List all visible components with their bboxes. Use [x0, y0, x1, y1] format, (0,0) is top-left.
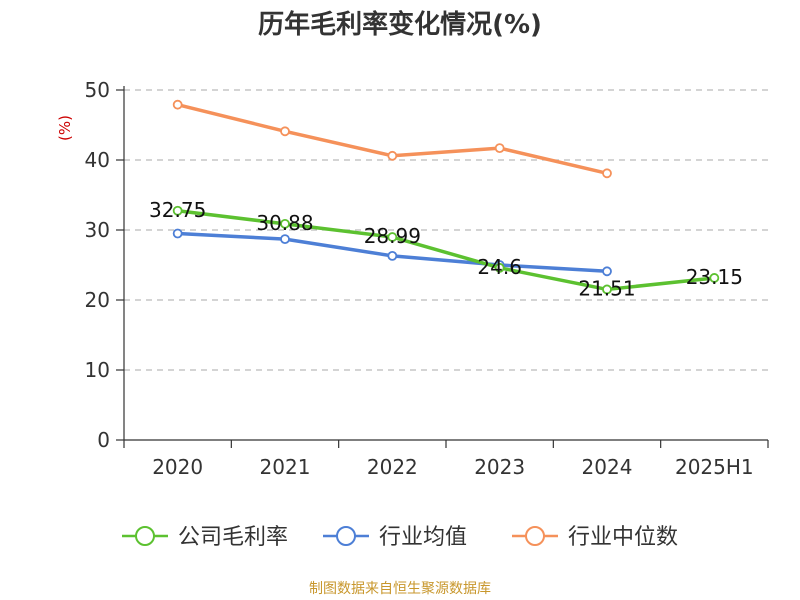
y-tick-label: 20 [85, 288, 110, 312]
data-point [709, 273, 720, 283]
x-tick-label: 2021 [260, 455, 311, 479]
data-label: 21.51 [578, 276, 635, 300]
y-axis-unit-label: (%) [56, 115, 74, 141]
data-point [602, 168, 612, 179]
x-tick-label: 2022 [367, 455, 418, 479]
data-point [387, 150, 398, 161]
data-point [280, 218, 290, 229]
legend: 公司毛利率 行业均值 行业中位数 [122, 525, 678, 550]
x-tick-label: 2024 [582, 455, 633, 479]
data-label: 24.6 [477, 255, 522, 279]
legend-label: 行业中位数 [568, 525, 678, 550]
data-point [602, 284, 612, 295]
source-note: 制图数据来自恒生聚源数据库 [309, 581, 491, 597]
grid-lines [124, 89, 768, 371]
data-label: 23.15 [686, 265, 743, 289]
y-tick-label: 40 [85, 148, 110, 172]
data-labels: 32.75 30.88 28.99 24.6 21.51 23.15 [149, 198, 743, 301]
data-point [494, 143, 505, 154]
legend-swatch-marker [135, 526, 155, 546]
data-point [387, 232, 398, 242]
axes [123, 86, 768, 441]
series-group [172, 99, 720, 295]
legend-label: 公司毛利率 [178, 525, 288, 550]
data-point [172, 228, 183, 239]
data-point [387, 250, 398, 261]
x-tick-label: 2020 [152, 455, 203, 479]
y-tick-label: 30 [85, 218, 110, 242]
series-line [175, 102, 609, 176]
y-tick-label: 50 [85, 78, 110, 102]
data-point [172, 99, 183, 110]
data-label: 28.99 [364, 224, 421, 248]
legend-swatch-marker [525, 526, 545, 546]
data-label: 30.88 [256, 211, 313, 235]
data-point [280, 234, 290, 245]
series-line [175, 209, 717, 292]
chart-title: 历年毛利率变化情况(%) [258, 10, 542, 40]
legend-label: 行业均值 [379, 525, 467, 550]
y-tick-label: 0 [97, 428, 110, 452]
data-point [172, 205, 183, 216]
data-point [280, 126, 290, 137]
data-point [602, 266, 612, 277]
x-tick-label: 2025H1 [675, 455, 754, 479]
x-tick-label: 2023 [474, 455, 525, 479]
legend-swatch-marker [336, 526, 356, 546]
data-point [494, 262, 505, 273]
y-tick-label: 10 [85, 358, 110, 382]
y-axis-ticks: 0 10 20 30 40 50 [85, 78, 124, 452]
data-label: 32.75 [149, 198, 206, 222]
x-axis-ticks: 2020 2021 2022 2023 2024 2025H1 [123, 440, 769, 479]
